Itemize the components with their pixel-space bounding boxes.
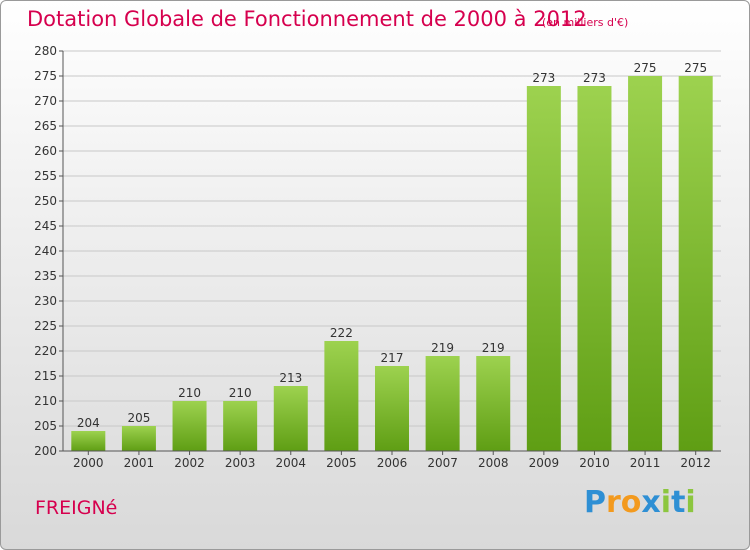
y-tick-label: 260 <box>34 144 57 158</box>
y-tick-label: 245 <box>34 219 57 233</box>
logo-letter: t <box>671 485 686 520</box>
bar <box>476 356 511 451</box>
y-tick-label: 280 <box>34 44 57 58</box>
y-tick-label: 200 <box>34 444 57 458</box>
bar <box>678 76 713 451</box>
data-label: 273 <box>583 71 606 85</box>
data-label: 210 <box>229 386 252 400</box>
bar <box>375 366 409 451</box>
x-tick-label: 2006 <box>377 456 408 470</box>
bar <box>273 386 308 451</box>
logo-letter: r <box>606 485 621 520</box>
logo-letter: x <box>641 485 661 520</box>
y-tick-label: 210 <box>34 394 57 408</box>
bar <box>425 356 460 451</box>
data-label: 219 <box>482 341 505 355</box>
y-tick-label: 205 <box>34 419 57 433</box>
data-label: 275 <box>634 61 657 75</box>
data-labels: 204 205 210 210 213 222 217 219 219 273 273 275 275 <box>77 61 707 430</box>
bar <box>577 86 612 451</box>
data-label: 222 <box>330 326 353 340</box>
data-label: 210 <box>178 386 201 400</box>
y-tick-label: 270 <box>34 94 57 108</box>
x-tick-label: 2005 <box>326 456 357 470</box>
axes <box>62 51 721 452</box>
y-tick-label: 225 <box>34 319 57 333</box>
chart-unit-note: (en milliers d'€) <box>542 16 629 29</box>
x-tick-label: 2009 <box>529 456 560 470</box>
x-tick-label: 2008 <box>478 456 509 470</box>
bar <box>172 401 207 451</box>
y-tick-label: 275 <box>34 69 57 83</box>
y-axis-ticks: 200 205 210 215 220 225 230 235 240 245 250 255 260 2… <box>34 44 63 458</box>
data-label: 204 <box>77 416 100 430</box>
y-tick-label: 265 <box>34 119 57 133</box>
data-label: 273 <box>532 71 555 85</box>
y-tick-label: 250 <box>34 194 57 208</box>
bar <box>324 341 359 451</box>
y-tick-label: 255 <box>34 169 57 183</box>
x-tick-label: 2003 <box>225 456 256 470</box>
x-tick-label: 2007 <box>427 456 458 470</box>
data-label: 213 <box>279 371 302 385</box>
y-tick-label: 220 <box>34 344 57 358</box>
chart-title: Dotation Globale de Fonctionnement de 20… <box>27 7 587 31</box>
logo-letter: P <box>584 485 606 520</box>
bar <box>628 76 663 451</box>
commune-name: FREIGNé <box>35 497 118 519</box>
x-tick-label: 2011 <box>630 456 661 470</box>
logo-letter: i <box>660 485 672 520</box>
x-tick-label: 2001 <box>124 456 155 470</box>
data-label: 217 <box>381 351 404 365</box>
proxiti-logo: Proxiti <box>584 485 696 520</box>
bar <box>71 431 106 451</box>
y-tick-label: 215 <box>34 369 57 383</box>
x-tick-label: 2000 <box>73 456 104 470</box>
bar <box>223 401 258 451</box>
logo-letter: i <box>685 485 696 520</box>
x-tick-label: 2002 <box>174 456 205 470</box>
y-tick-label: 230 <box>34 294 57 308</box>
y-tick-label: 235 <box>34 269 57 283</box>
data-label: 205 <box>127 411 150 425</box>
logo-letter: o <box>620 485 642 520</box>
bars <box>71 76 713 451</box>
y-tick-label: 240 <box>34 244 57 258</box>
bar <box>526 86 561 451</box>
x-tick-label: 2004 <box>275 456 306 470</box>
data-label: 275 <box>684 61 707 75</box>
data-label: 219 <box>431 341 454 355</box>
x-axis-ticks: 2000 2001 2002 2003 2004 2005 2006 2007 2008 2009… <box>73 451 711 470</box>
x-tick-label: 2010 <box>579 456 610 470</box>
bar <box>121 426 156 451</box>
x-tick-label: 2012 <box>680 456 711 470</box>
